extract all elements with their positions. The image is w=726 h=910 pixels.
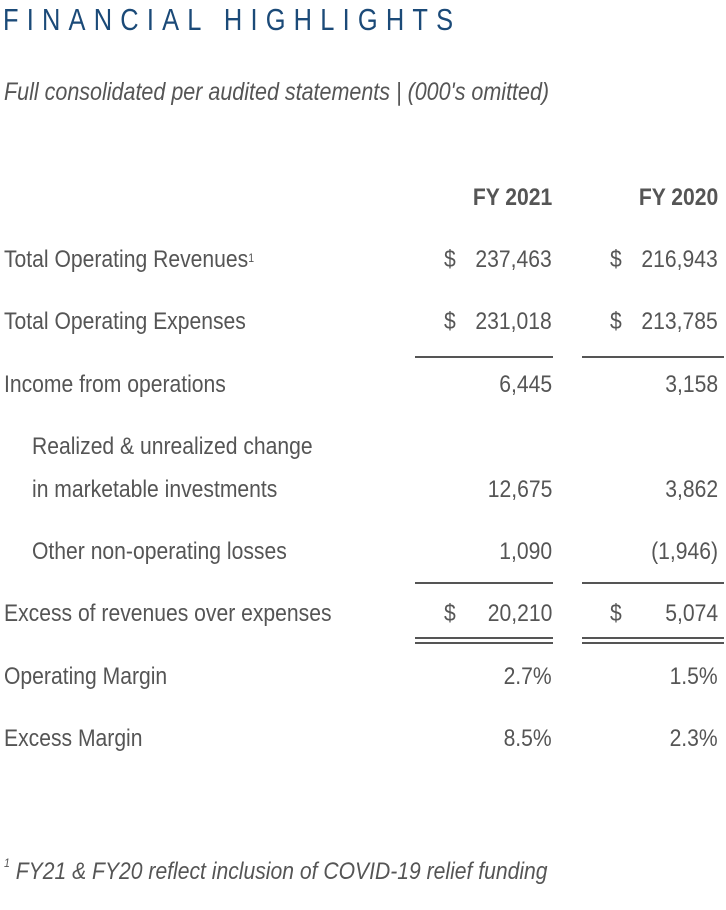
row-label-total-operating-revenues: Total Operating Revenues1: [4, 245, 254, 275]
value-fy2021: 1,090: [499, 538, 552, 565]
total-double-rule: [582, 637, 724, 644]
column-header-fy2020: FY 2020: [638, 184, 718, 211]
dollar-sign: $: [444, 246, 456, 273]
value-fy2020: 2.3%: [669, 725, 718, 752]
row-label-excess-of-revenues: Excess of revenues over expenses: [4, 600, 332, 627]
row-label-other-non-operating-losses: Other non-operating losses: [32, 538, 287, 565]
label-text: Total Operating Revenues: [4, 246, 249, 273]
value-fy2020: (1,946): [651, 538, 718, 565]
footnote: 1 FY21 & FY20 reflect inclusion of COVID…: [4, 856, 548, 886]
value-fy2020: 3,862: [665, 476, 718, 503]
column-header-fy2021: FY 2021: [472, 184, 552, 211]
total-double-rule: [415, 637, 553, 644]
footnote-text: FY21 & FY20 reflect inclusion of COVID-1…: [15, 858, 548, 885]
dollar-sign: $: [444, 308, 456, 335]
footnote-marker: 1: [248, 251, 255, 265]
subtotal-rule: [415, 582, 553, 584]
row-label-marketable-investments-line2: in marketable investments: [32, 476, 278, 503]
dollar-sign: $: [610, 246, 622, 273]
value-fy2021: 20,210: [487, 600, 552, 627]
subtotal-rule: [415, 356, 553, 358]
value-fy2020: 5,074: [665, 600, 718, 627]
dollar-sign: $: [610, 308, 622, 335]
value-fy2020: 1.5%: [669, 663, 718, 690]
row-label-marketable-investments: Realized & unrealized change: [32, 433, 313, 460]
value-fy2021: 231,018: [475, 308, 552, 335]
value-fy2021: 12,675: [487, 476, 552, 503]
page-title: FINANCIAL HIGHLIGHTS: [3, 2, 462, 37]
value-fy2020: 213,785: [641, 308, 718, 335]
value-fy2021: 6,445: [499, 371, 552, 398]
row-label-income-from-operations: Income from operations: [4, 371, 226, 398]
footnote-marker: 1: [4, 856, 10, 870]
value-fy2020: 216,943: [641, 246, 718, 273]
value-fy2021: 8.5%: [503, 725, 552, 752]
subtotal-rule: [582, 356, 724, 358]
row-label-total-operating-expenses: Total Operating Expenses: [4, 308, 246, 335]
row-label-excess-margin: Excess Margin: [4, 725, 143, 752]
value-fy2020: 3,158: [665, 371, 718, 398]
dollar-sign: $: [610, 600, 622, 627]
dollar-sign: $: [444, 600, 456, 627]
subtitle: Full consolidated per audited statements…: [4, 78, 550, 106]
subtotal-rule: [582, 582, 724, 584]
row-label-operating-margin: Operating Margin: [4, 663, 168, 690]
value-fy2021: 237,463: [475, 246, 552, 273]
value-fy2021: 2.7%: [503, 663, 552, 690]
